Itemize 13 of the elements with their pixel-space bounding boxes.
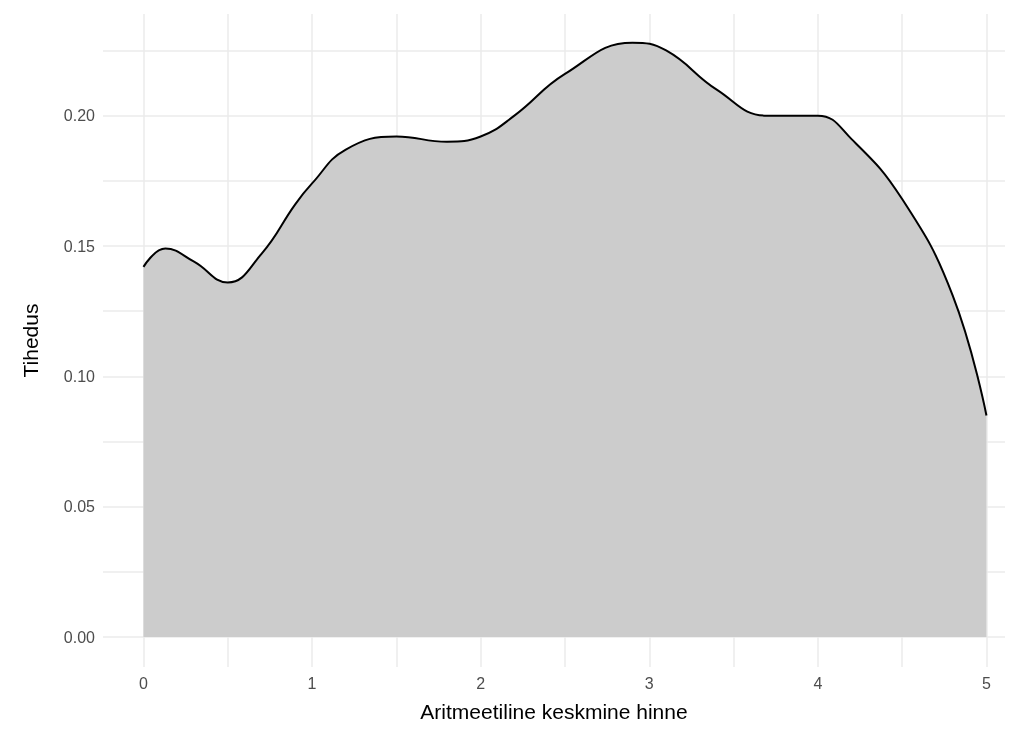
x-tick-label: 5 [982, 674, 991, 692]
y-tick-label: 0.10 [63, 367, 96, 385]
x-axis-title: Aritmeetiline keskmine hinne [420, 700, 688, 723]
x-tick-label: 3 [644, 674, 654, 692]
x-tick-label: 4 [813, 674, 823, 692]
y-tick-label: 0.00 [63, 628, 96, 646]
x-tick-label: 1 [307, 674, 317, 692]
x-tick-label: 0 [139, 674, 149, 692]
y-axis-title: Tihedus [19, 303, 42, 378]
y-tick-label: 0.15 [63, 237, 96, 255]
y-tick-label: 0.20 [63, 107, 96, 125]
x-tick-label: 2 [476, 674, 486, 692]
y-tick-label: 0.05 [63, 498, 96, 516]
